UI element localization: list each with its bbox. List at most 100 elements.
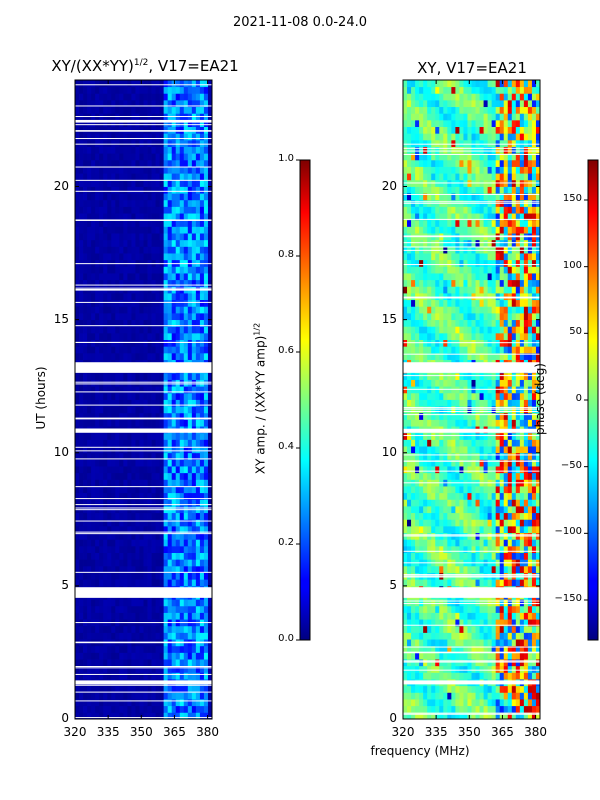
- heatmap-cell: [139, 326, 144, 334]
- heatmap-cell: [171, 672, 177, 680]
- heatmap-cell: [523, 565, 529, 573]
- heatmap-cell: [207, 452, 212, 460]
- heatmap-cell: [207, 399, 212, 407]
- heatmap-cell: [179, 545, 185, 553]
- heatmap-cell: [143, 346, 148, 354]
- heatmap-cell: [147, 632, 152, 640]
- heatmap-cell: [535, 605, 540, 613]
- heatmap-cell: [427, 552, 432, 560]
- heatmap-cell: [203, 512, 209, 520]
- heatmap-cell: [479, 519, 484, 527]
- heatmap-cell: [447, 432, 452, 440]
- heatmap-cell: [167, 86, 173, 94]
- heatmap-cell: [75, 419, 80, 427]
- heatmap-cell: [131, 186, 136, 194]
- heatmap-cell: [467, 492, 472, 500]
- heatmap-cell: [131, 565, 136, 573]
- heatmap-cell: [163, 326, 169, 334]
- heatmap-cell: [155, 472, 161, 480]
- heatmap-cell: [199, 512, 205, 520]
- heatmap-cell: [119, 372, 124, 380]
- heatmap-cell: [135, 659, 140, 667]
- heatmap-cell: [491, 599, 497, 607]
- flag-line: [75, 450, 212, 452]
- heatmap-cell: [159, 539, 165, 547]
- heatmap-cell: [419, 539, 424, 547]
- heatmap-cell: [103, 612, 108, 620]
- heatmap-cell: [127, 179, 132, 187]
- heatmap-cell: [179, 665, 185, 673]
- heatmap-cell: [199, 352, 205, 360]
- heatmap-cell: [487, 459, 493, 467]
- heatmap-cell: [435, 419, 440, 427]
- heatmap-cell: [511, 459, 517, 467]
- heatmap-cell: [203, 579, 209, 587]
- heatmap-cell: [203, 692, 209, 700]
- heatmap-cell: [159, 99, 165, 108]
- flag-line: [75, 263, 212, 265]
- heatmap-cell: [95, 193, 100, 201]
- heatmap-cell: [107, 659, 112, 667]
- heatmap-cell: [87, 539, 92, 547]
- heatmap-cell: [191, 239, 197, 247]
- heatmap-cell: [91, 499, 96, 507]
- heatmap-cell: [83, 539, 88, 547]
- heatmap-cell: [143, 632, 148, 640]
- heatmap-cell: [187, 552, 193, 560]
- heatmap-cell: [507, 459, 513, 467]
- heatmap-cell: [467, 499, 472, 507]
- heatmap-cell: [127, 412, 132, 420]
- heatmap-cell: [187, 332, 193, 340]
- heatmap-cell: [207, 339, 212, 347]
- heatmap-cell: [99, 159, 104, 167]
- heatmap-cell: [95, 99, 100, 108]
- heatmap-cell: [127, 186, 132, 194]
- heatmap-cell: [119, 392, 124, 400]
- heatmap-cell: [531, 412, 537, 420]
- heatmap-cell: [183, 199, 189, 207]
- heatmap-cell: [83, 412, 88, 420]
- heatmap-cell: [179, 699, 185, 707]
- heatmap-cell: [439, 565, 444, 573]
- heatmap-cell: [119, 479, 124, 487]
- heatmap-cell: [195, 659, 201, 667]
- heatmap-cell: [403, 605, 408, 613]
- heatmap-cell: [419, 665, 424, 673]
- heatmap-cell: [83, 379, 88, 387]
- heatmap-cell: [95, 293, 100, 301]
- heatmap-cell: [87, 572, 92, 580]
- heatmap-cell: [519, 392, 525, 400]
- heatmap-cell: [187, 186, 193, 194]
- heatmap-cell: [79, 525, 84, 534]
- heatmap-cell: [179, 625, 185, 633]
- heatmap-cell: [519, 599, 525, 607]
- heatmap-cell: [415, 619, 420, 627]
- heatmap-cell: [471, 579, 476, 587]
- heatmap-cell: [203, 625, 209, 633]
- heatmap-cell: [411, 625, 416, 633]
- heatmap-cell: [167, 579, 173, 587]
- heatmap-cell: [507, 439, 513, 447]
- heatmap-cell: [135, 99, 140, 108]
- heatmap-cell: [79, 705, 84, 713]
- heatmap-cell: [155, 299, 161, 307]
- heatmap-cell: [159, 93, 165, 101]
- heatmap-cell: [123, 519, 128, 527]
- heatmap-cell: [171, 346, 177, 354]
- left-title-suffix: , V17=EA21: [148, 57, 239, 75]
- heatmap-cell: [179, 299, 185, 307]
- heatmap-cell: [119, 692, 124, 700]
- heatmap-cell: [491, 486, 497, 494]
- heatmap-cell: [407, 712, 412, 719]
- heatmap-cell: [99, 219, 104, 227]
- heatmap-cell: [167, 179, 173, 187]
- heatmap-cell: [91, 106, 96, 114]
- heatmap-cell: [95, 645, 100, 653]
- heatmap-cell: [151, 139, 156, 147]
- heatmap-cell: [131, 293, 136, 301]
- heatmap-cell: [475, 412, 480, 420]
- heatmap-cell: [123, 186, 128, 194]
- heatmap-cell: [115, 479, 120, 487]
- heatmap-cell: [155, 446, 161, 454]
- heatmap-cell: [467, 699, 472, 707]
